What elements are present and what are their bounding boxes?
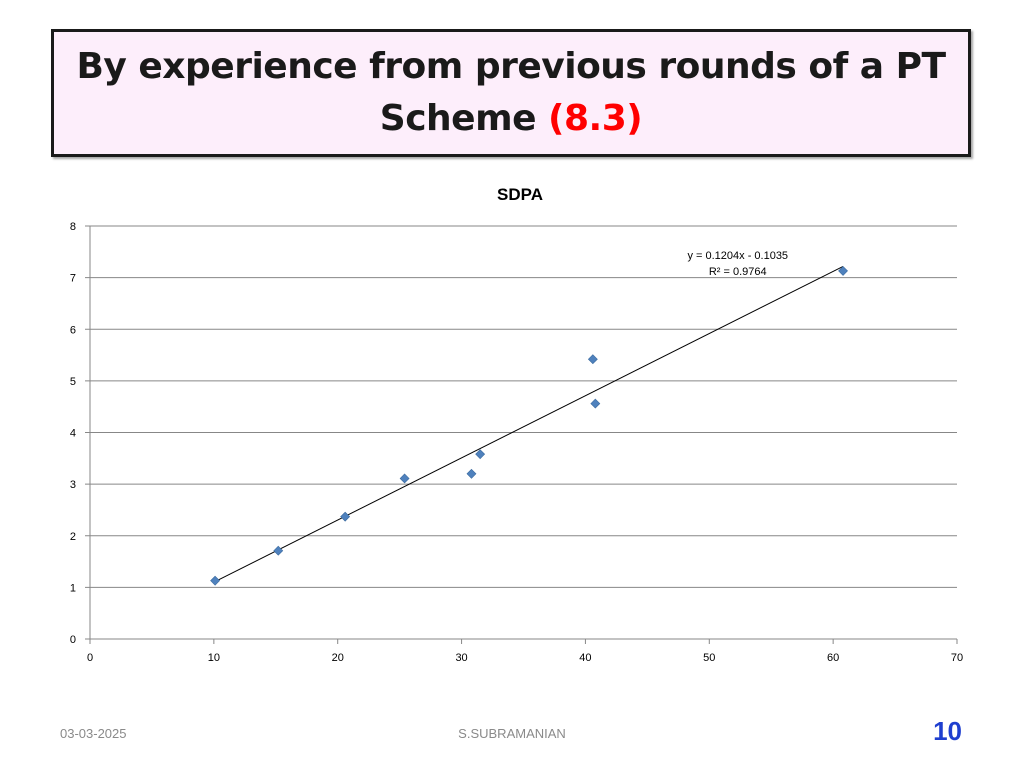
x-tick-label: 0 <box>87 652 93 664</box>
y-tick-label: 5 <box>70 376 76 388</box>
data-point <box>466 468 477 479</box>
y-tick-label: 7 <box>70 273 76 285</box>
chart-gridlines <box>90 225 957 588</box>
data-point <box>340 511 351 522</box>
x-tick-label: 10 <box>208 652 220 664</box>
trendline-equation: y = 0.1204x - 0.1035 <box>687 250 788 262</box>
trendline <box>214 265 844 583</box>
chart-axes <box>85 225 958 644</box>
chart-title: SDPA <box>497 185 543 204</box>
chart-trendline-group <box>214 265 844 583</box>
y-tick-label: 4 <box>70 428 76 440</box>
slide-title-box: By experience from previous rounds of a … <box>51 29 971 157</box>
page-number: 10 <box>933 716 962 746</box>
x-tick-label: 70 <box>951 652 963 664</box>
y-tick-label: 6 <box>70 324 76 336</box>
data-point <box>399 473 410 484</box>
data-point <box>273 545 284 556</box>
y-tick-label: 8 <box>70 221 76 233</box>
y-tick-label: 3 <box>70 479 76 491</box>
y-tick-label: 2 <box>70 531 76 543</box>
slide-title-line-1: By experience from previous rounds of a … <box>76 46 946 87</box>
x-tick-label: 60 <box>827 652 839 664</box>
data-point <box>587 354 598 365</box>
y-tick-label: 0 <box>70 634 76 646</box>
x-tick-label: 50 <box>703 652 715 664</box>
slide-title-line-2: Scheme (8.3) <box>379 93 643 145</box>
chart-tick-labels: 0 1 2 3 4 5 6 7 8 0 10 20 30 40 50 60 70 <box>70 221 963 664</box>
data-point <box>210 575 221 586</box>
y-tick-label: 1 <box>70 582 76 594</box>
slide-title-section-number: (8.3) <box>548 98 643 139</box>
trendline-r-squared: R² = 0.9764 <box>709 266 767 278</box>
slide-title-prefix: Scheme <box>379 98 549 139</box>
data-point <box>838 265 848 276</box>
x-tick-label: 20 <box>332 652 344 664</box>
x-tick-label: 30 <box>455 652 467 664</box>
x-tick-label: 40 <box>579 652 591 664</box>
data-point <box>475 449 486 460</box>
footer-date: 03-03-2025 <box>60 726 127 741</box>
data-point <box>590 398 601 409</box>
chart-data-points <box>210 265 848 586</box>
scatter-chart: SDPA 0 1 2 3 4 5 6 7 8 0 10 20 30 40 50 60 70 y = 0.1204… <box>70 185 963 664</box>
footer-author: S.SUBRAMANIAN <box>458 726 566 741</box>
